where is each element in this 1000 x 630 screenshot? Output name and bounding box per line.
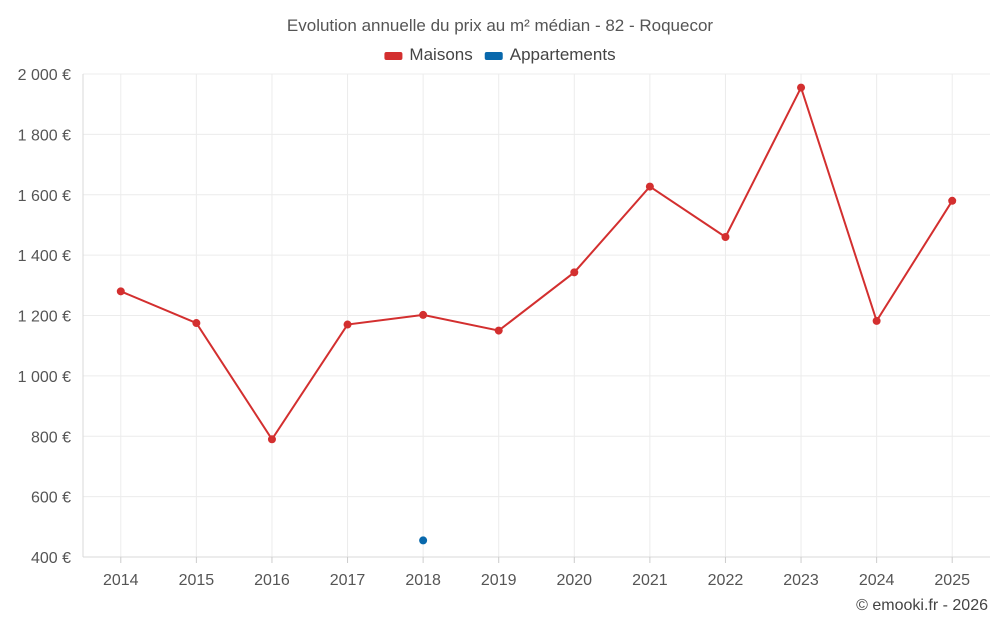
legend[interactable]: Maisons Appartements: [384, 45, 615, 64]
x-tick-label: 2015: [179, 572, 215, 589]
footer-credit: © emooki.fr - 2026: [856, 597, 988, 614]
y-axis-ticks: 400 € 600 € 800 € 1 000 € 1 200 € 1 400 € 1 60…: [18, 67, 71, 567]
data-point[interactable]: [873, 317, 881, 325]
series-layer: [117, 84, 956, 545]
x-axis-ticks: 2014 2015 2016 2017 2018 2019 2020 2021 2022 2023…: [103, 557, 970, 589]
grid-lines: [83, 74, 990, 557]
y-tick-label: 400 €: [31, 550, 71, 567]
data-point[interactable]: [268, 435, 276, 443]
legend-label: Maisons: [409, 45, 472, 64]
data-point[interactable]: [495, 327, 503, 335]
x-tick-label: 2020: [556, 572, 592, 589]
series-line: [121, 88, 952, 440]
legend-item-appartements[interactable]: Appartements: [485, 45, 616, 64]
chart-title: Evolution annuelle du prix au m² médian …: [287, 16, 714, 35]
data-point[interactable]: [646, 183, 654, 191]
data-point[interactable]: [344, 321, 352, 329]
y-tick-label: 1 200 €: [18, 309, 71, 326]
x-tick-label: 2025: [934, 572, 970, 589]
data-point[interactable]: [117, 287, 125, 295]
y-tick-label: 1 600 €: [18, 188, 71, 205]
legend-swatch: [485, 52, 503, 60]
x-tick-label: 2014: [103, 572, 139, 589]
data-point[interactable]: [419, 536, 427, 544]
data-point[interactable]: [721, 233, 729, 241]
data-point[interactable]: [192, 319, 200, 327]
x-tick-label: 2024: [859, 572, 895, 589]
x-tick-label: 2016: [254, 572, 290, 589]
x-tick-label: 2018: [405, 572, 441, 589]
data-point[interactable]: [797, 84, 805, 92]
x-tick-label: 2023: [783, 572, 819, 589]
y-tick-label: 2 000 €: [18, 67, 71, 84]
data-point[interactable]: [419, 311, 427, 319]
data-point[interactable]: [948, 197, 956, 205]
y-tick-label: 1 000 €: [18, 369, 71, 386]
x-tick-label: 2021: [632, 572, 668, 589]
legend-label: Appartements: [510, 45, 616, 64]
y-tick-label: 800 €: [31, 429, 71, 446]
series-maisons: [117, 84, 956, 444]
x-tick-label: 2022: [708, 572, 744, 589]
x-tick-label: 2017: [330, 572, 366, 589]
y-tick-label: 1 400 €: [18, 248, 71, 265]
legend-swatch: [384, 52, 402, 60]
x-tick-label: 2019: [481, 572, 517, 589]
data-point[interactable]: [570, 268, 578, 276]
y-tick-label: 600 €: [31, 490, 71, 507]
series-appartements: [419, 536, 427, 544]
legend-item-maisons[interactable]: Maisons: [384, 45, 472, 64]
y-tick-label: 1 800 €: [18, 127, 71, 144]
